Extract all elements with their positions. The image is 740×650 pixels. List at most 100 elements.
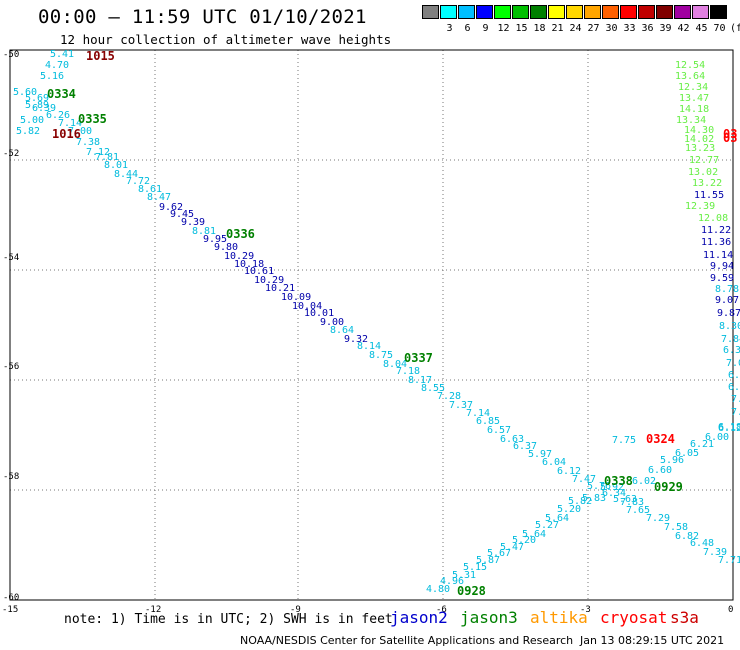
- pass-time-label: 0929: [654, 480, 683, 494]
- wave-height-value: 7.71: [718, 555, 740, 566]
- wave-height-value: 11.36: [701, 237, 731, 248]
- legend-swatch-label: 39: [659, 23, 672, 34]
- wave-height-value: 9.62: [159, 202, 183, 213]
- legend-swatch: [710, 5, 727, 19]
- wave-height-value: 6.05: [675, 448, 699, 459]
- pass-time-label: 03: [723, 127, 737, 141]
- page-title: 00:00 – 11:59 UTC 01/10/2021: [38, 6, 367, 28]
- wave-height-value: 5.63: [613, 494, 637, 505]
- wave-height-value: 7.18: [396, 366, 420, 377]
- wave-height-value: 4.96: [440, 576, 464, 587]
- wave-height-value: 9.45: [170, 209, 194, 220]
- wave-height-value: 7.00: [68, 126, 92, 137]
- wave-height-value: 8.01: [104, 160, 128, 171]
- wave-height-value: 6.00: [705, 432, 729, 443]
- wave-height-value: 4.70: [45, 60, 69, 71]
- wave-height-value: 4.80: [426, 584, 450, 595]
- lat-tick-label: -54: [3, 253, 19, 263]
- legend-swatch-label: 18: [533, 23, 546, 34]
- wave-height-value: 8.47: [147, 192, 171, 203]
- wave-height-value: 14.02: [684, 134, 714, 145]
- legend-swatch: [422, 5, 439, 19]
- legend-swatch: [494, 5, 511, 19]
- legend-swatch-label: 42: [677, 23, 690, 34]
- wave-height-value: 6.12: [557, 466, 581, 477]
- wave-height-value: 6.37: [513, 441, 537, 452]
- wave-height-value: 10.29: [224, 251, 254, 262]
- wave-height-value: 7.39: [703, 547, 727, 558]
- wave-height-value: 5.76: [587, 481, 611, 492]
- wave-height-value: 13.22: [692, 178, 722, 189]
- wave-height-value: 8.55: [421, 383, 445, 394]
- legend-swatch: [530, 5, 547, 19]
- wave-height-value: 7.81: [95, 152, 119, 163]
- legend-swatch: [458, 5, 475, 19]
- wave-height-value: 8.17: [408, 375, 432, 386]
- page-subtitle: 12 hour collection of altimeter wave hei…: [60, 32, 392, 47]
- wave-height-value: 7.72: [126, 176, 150, 187]
- wave-height-value: 7.37: [449, 400, 473, 411]
- satellite-jason3: jason3: [460, 608, 518, 627]
- pass-time-label: 0335: [78, 112, 107, 126]
- wave-height-value: 9.80: [214, 242, 238, 253]
- note-text: note: 1) Time is in UTC; 2) SWH is in fe…: [64, 612, 393, 627]
- wave-height-value: 8.81: [192, 226, 216, 237]
- pass-time-label: 0337: [404, 351, 433, 365]
- pass-time-label: 1016: [52, 127, 81, 141]
- wave-height-value: 10.29: [254, 275, 284, 286]
- legend-swatch-label: 15: [515, 23, 528, 34]
- legend-swatch-label: 33: [623, 23, 636, 34]
- wave-height-value: 10.04: [292, 301, 322, 312]
- wave-height-value: 9.87: [717, 308, 740, 319]
- footer-credit: NOAA/NESDIS Center for Satellite Applica…: [240, 634, 574, 647]
- lon-tick-label: -3: [580, 605, 591, 615]
- wave-height-value: 5.97: [528, 449, 552, 460]
- wave-height-value: 5.89: [25, 100, 49, 111]
- wave-height-value: 6.02: [632, 476, 656, 487]
- wave-height-value: 14.30: [684, 125, 714, 136]
- wave-height-value: 6.63: [500, 434, 524, 445]
- lat-tick-label: -50: [3, 50, 19, 60]
- legend-swatch-label: 3: [446, 23, 453, 34]
- lon-tick-label: -15: [2, 605, 18, 615]
- wave-height-value: 6.12: [718, 423, 740, 434]
- legend-swatch: [512, 5, 529, 19]
- legend-swatch: [674, 5, 691, 19]
- wave-height-value: 7.12: [86, 147, 110, 158]
- wave-height-value: 10.01: [304, 308, 334, 319]
- wave-height-value: 13.34: [676, 115, 706, 126]
- wave-height-value: 12.08: [698, 213, 728, 224]
- plot-frame: [9, 49, 734, 601]
- wave-height-value: 5.20: [512, 535, 536, 546]
- wave-height-value: 5.47: [500, 542, 524, 553]
- wave-height-value: 7.84: [721, 334, 740, 345]
- lat-tick-label: -58: [3, 472, 19, 482]
- footer-timestamp: Jan 13 08:29:15 UTC 2021: [580, 634, 725, 647]
- wave-height-value: 5.92: [600, 482, 624, 493]
- wave-height-value: 7.47: [572, 474, 596, 485]
- wave-height-value: 10.21: [265, 283, 295, 294]
- wave-height-value: 8.30: [719, 321, 740, 332]
- satellite-s3a: s3a: [670, 608, 699, 627]
- legend-swatch: [638, 5, 655, 19]
- wave-height-value: 5.69: [25, 93, 49, 104]
- wave-height-value: 6.34: [602, 488, 626, 499]
- wave-height-value: 11.55: [694, 190, 724, 201]
- wave-height-value: 6.48: [690, 538, 714, 549]
- wave-height-value: 7.0: [726, 358, 740, 369]
- wave-height-value: 10.09: [281, 292, 311, 303]
- wave-height-value: 5.82: [568, 496, 592, 507]
- wave-height-value: 6.18: [718, 422, 740, 433]
- legend-swatch-label: 9: [482, 23, 489, 34]
- legend-swatch-label: 30: [605, 23, 618, 34]
- wave-height-value: 6.04: [542, 457, 566, 468]
- wave-height-value: 5.64: [522, 529, 546, 540]
- pass-time-label: 0336: [226, 227, 255, 241]
- legend-swatch: [584, 5, 601, 19]
- wave-height-value: 5.27: [535, 520, 559, 531]
- wave-height-value: 12.39: [685, 201, 715, 212]
- legend-swatch-label: 45: [695, 23, 708, 34]
- wave-height-value: 12.77: [689, 155, 719, 166]
- wave-height-value: 7.38: [76, 137, 100, 148]
- wave-height-value: 9.00: [320, 317, 344, 328]
